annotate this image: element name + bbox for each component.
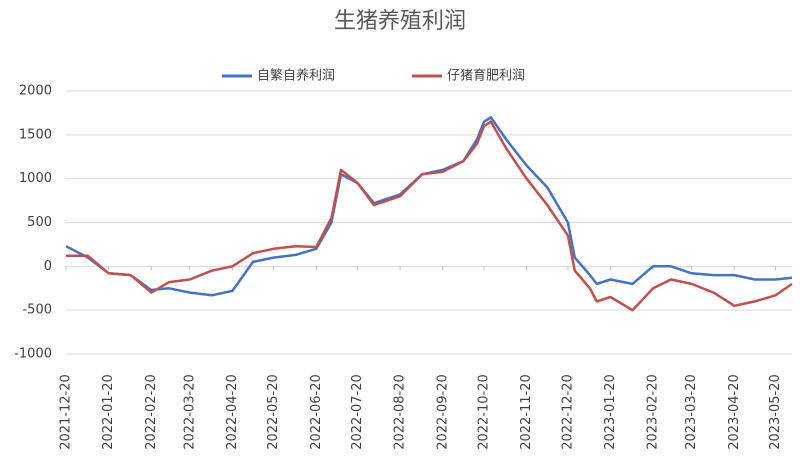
x-tick-label: 2023-04-20 bbox=[727, 374, 742, 450]
x-tick-label: 2023-05-20 bbox=[768, 374, 783, 450]
x-tick-label: 2022-08-20 bbox=[393, 374, 408, 450]
x-tick-label: 2022-05-20 bbox=[266, 374, 281, 450]
x-tick-label: 2022-03-20 bbox=[182, 374, 197, 450]
y-tick-label: 1000 bbox=[19, 171, 52, 186]
y-tick-label: 500 bbox=[27, 215, 52, 230]
legend-label: 自繁自养利润 bbox=[257, 68, 335, 84]
x-tick-label: 2022-02-20 bbox=[144, 374, 159, 450]
x-tick-label: 2021-12-20 bbox=[59, 374, 74, 450]
series-line bbox=[65, 116, 793, 297]
x-tick-label: 2022-07-20 bbox=[350, 374, 365, 450]
y-tick-label: 2000 bbox=[19, 84, 52, 99]
chart-title: 生猪养殖利润 bbox=[334, 9, 466, 34]
x-tick-label: 2023-01-20 bbox=[603, 374, 618, 450]
x-tick-label: 2023-03-20 bbox=[684, 374, 699, 450]
x-tick-label: 2022-01-20 bbox=[101, 374, 116, 450]
y-tick-label: 0 bbox=[44, 259, 52, 274]
legend-label: 仔猪育肥利润 bbox=[447, 68, 525, 84]
y-tick-label: -1000 bbox=[14, 347, 52, 362]
y-tick-label: 1500 bbox=[19, 127, 52, 142]
x-tick-label: 2022-12-20 bbox=[560, 374, 575, 450]
x-tick-label: 2022-06-20 bbox=[309, 374, 324, 450]
x-tick-label: 2022-10-20 bbox=[477, 374, 492, 450]
x-tick-label: 2022-09-20 bbox=[435, 374, 450, 450]
x-tick-label: 2022-11-20 bbox=[519, 374, 534, 450]
y-tick-label: -500 bbox=[22, 303, 52, 318]
series-line bbox=[66, 120, 793, 312]
x-tick-label: 2022-04-20 bbox=[225, 374, 240, 450]
x-tick-label: 2023-02-20 bbox=[646, 374, 661, 450]
